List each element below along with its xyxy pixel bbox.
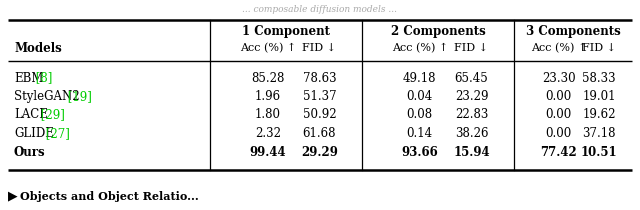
Text: EBM: EBM xyxy=(14,71,44,84)
Text: 65.45: 65.45 xyxy=(454,71,488,84)
Text: FID ↓: FID ↓ xyxy=(582,43,616,53)
Text: 22.83: 22.83 xyxy=(455,109,488,122)
Text: 0.00: 0.00 xyxy=(546,90,572,103)
Text: 38.26: 38.26 xyxy=(454,127,488,140)
Text: Acc (%) ↑: Acc (%) ↑ xyxy=(239,43,296,53)
Text: Objects and Object Relatio...: Objects and Object Relatio... xyxy=(20,190,199,202)
Text: 99.44: 99.44 xyxy=(250,146,286,159)
Text: 51.37: 51.37 xyxy=(303,90,336,103)
Text: ▶: ▶ xyxy=(8,189,18,202)
Text: 19.62: 19.62 xyxy=(582,109,616,122)
Text: Acc (%) ↑: Acc (%) ↑ xyxy=(531,43,587,53)
Text: 1 Component: 1 Component xyxy=(242,25,330,38)
Text: Acc (%) ↑: Acc (%) ↑ xyxy=(392,43,448,53)
Text: [29]: [29] xyxy=(37,109,65,122)
Text: LACE: LACE xyxy=(14,109,48,122)
Text: ... composable diffusion models ...: ... composable diffusion models ... xyxy=(243,4,397,13)
Text: FID ↓: FID ↓ xyxy=(303,43,337,53)
Text: GLIDE: GLIDE xyxy=(14,127,54,140)
Text: 2.32: 2.32 xyxy=(255,127,281,140)
Text: 1.96: 1.96 xyxy=(255,90,281,103)
Text: 0.00: 0.00 xyxy=(546,127,572,140)
Text: 58.33: 58.33 xyxy=(582,71,616,84)
Text: 1.80: 1.80 xyxy=(255,109,281,122)
Text: 77.42: 77.42 xyxy=(540,146,577,159)
Text: FID ↓: FID ↓ xyxy=(454,43,488,53)
Text: 10.51: 10.51 xyxy=(580,146,617,159)
Text: 78.63: 78.63 xyxy=(303,71,336,84)
Text: 50.92: 50.92 xyxy=(303,109,336,122)
Text: 23.29: 23.29 xyxy=(454,90,488,103)
Text: 61.68: 61.68 xyxy=(303,127,336,140)
Text: [8]: [8] xyxy=(31,71,52,84)
Text: 49.18: 49.18 xyxy=(403,71,436,84)
Text: 23.30: 23.30 xyxy=(542,71,575,84)
Text: StyleGAN2: StyleGAN2 xyxy=(14,90,79,103)
Text: 0.04: 0.04 xyxy=(406,90,433,103)
Text: 15.94: 15.94 xyxy=(453,146,490,159)
Text: 0.00: 0.00 xyxy=(546,109,572,122)
Text: [27]: [27] xyxy=(42,127,70,140)
Text: Ours: Ours xyxy=(14,146,45,159)
Text: 0.14: 0.14 xyxy=(406,127,433,140)
Text: 0.08: 0.08 xyxy=(406,109,433,122)
Text: 85.28: 85.28 xyxy=(251,71,284,84)
Text: [19]: [19] xyxy=(65,90,92,103)
Text: 37.18: 37.18 xyxy=(582,127,616,140)
Text: 93.66: 93.66 xyxy=(401,146,438,159)
Text: Models: Models xyxy=(14,42,61,55)
Text: 29.29: 29.29 xyxy=(301,146,338,159)
Text: 2 Components: 2 Components xyxy=(390,25,485,38)
Text: 19.01: 19.01 xyxy=(582,90,616,103)
Text: 3 Components: 3 Components xyxy=(525,25,620,38)
